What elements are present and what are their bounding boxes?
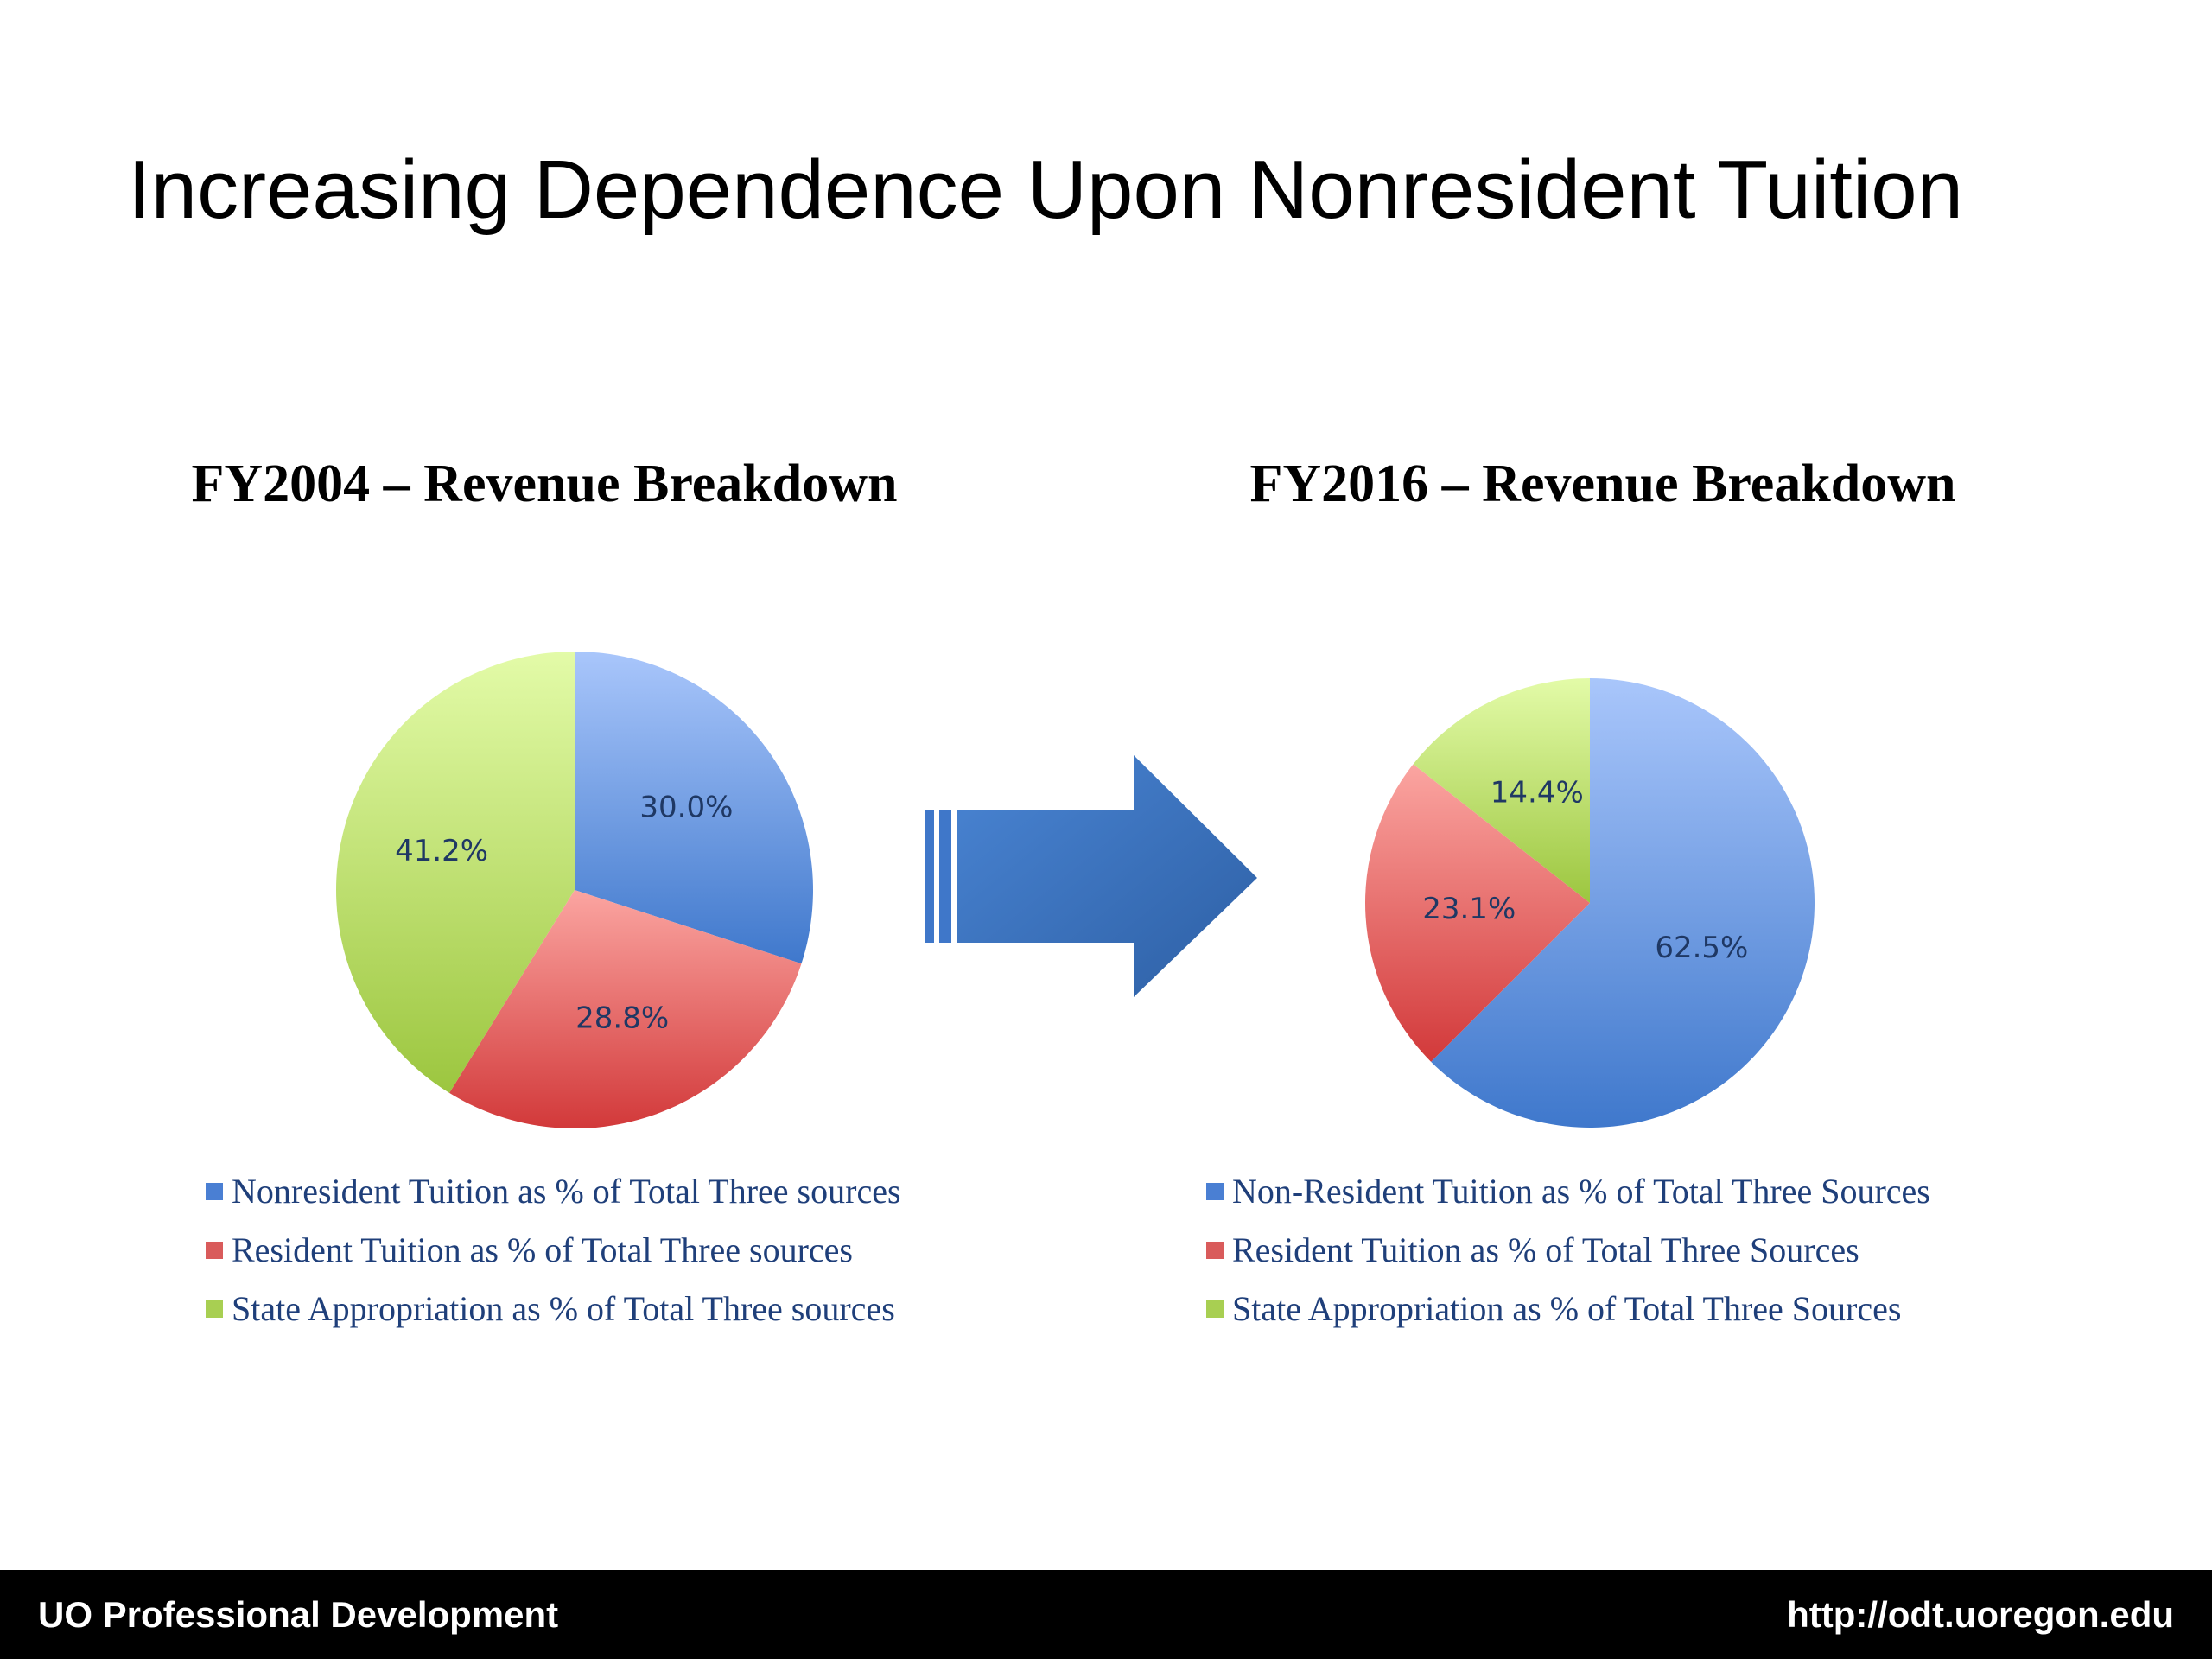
legend-fy2004: Nonresident Tuition as % of Total Three … bbox=[206, 1162, 983, 1338]
chart-title-fy2016: FY2016 – Revenue Breakdown bbox=[1249, 454, 1956, 513]
legend-item: Non-Resident Tuition as % of Total Three… bbox=[1206, 1162, 2036, 1221]
slice-label-state: 14.4% bbox=[1491, 776, 1584, 810]
legend-item: Nonresident Tuition as % of Total Three … bbox=[206, 1162, 983, 1221]
legend-swatch-blue bbox=[1206, 1183, 1224, 1200]
legend-item: Resident Tuition as % of Total Three sou… bbox=[206, 1221, 983, 1280]
slice-label-resident: 23.1% bbox=[1422, 892, 1516, 926]
footer-org-name: UO Professional Development bbox=[38, 1594, 559, 1635]
legend-swatch-green bbox=[206, 1300, 223, 1318]
pie-chart-fy2016: 62.5% 23.1% 14.4% bbox=[1365, 678, 1815, 1128]
legend-item: State Appropriation as % of Total Three … bbox=[1206, 1280, 2036, 1338]
legend-label: Nonresident Tuition as % of Total Three … bbox=[232, 1172, 901, 1211]
pie-slice-state bbox=[1413, 678, 1590, 903]
footer-url: http://odt.uoregon.edu bbox=[1787, 1594, 2174, 1635]
legend-item: Resident Tuition as % of Total Three Sou… bbox=[1206, 1221, 2036, 1280]
legend-label: Resident Tuition as % of Total Three sou… bbox=[232, 1230, 853, 1269]
legend-swatch-red bbox=[206, 1242, 223, 1259]
pie-slice-resident bbox=[1365, 764, 1590, 1062]
legend-item: State Appropriation as % of Total Three … bbox=[206, 1280, 983, 1338]
chart-title-fy2004: FY2004 – Revenue Breakdown bbox=[191, 454, 898, 513]
pie-slice-resident bbox=[449, 890, 802, 1128]
slice-label-state: 41.2% bbox=[395, 834, 488, 868]
slide-title: Increasing Dependence Upon Nonresident T… bbox=[128, 143, 1964, 236]
footer-bar: UO Professional Development http://odt.u… bbox=[0, 1570, 2212, 1659]
legend-label: Non-Resident Tuition as % of Total Three… bbox=[1232, 1172, 1930, 1211]
slice-label-nonresident: 62.5% bbox=[1655, 931, 1748, 965]
slice-label-nonresident: 30.0% bbox=[639, 790, 733, 824]
legend-fy2016: Non-Resident Tuition as % of Total Three… bbox=[1206, 1162, 2036, 1338]
legend-label: Resident Tuition as % of Total Three Sou… bbox=[1232, 1230, 1859, 1269]
legend-swatch-red bbox=[1206, 1242, 1224, 1259]
pie-slice-nonresident bbox=[575, 652, 813, 964]
pie-slice-state bbox=[336, 652, 575, 1093]
legend-label: State Appropriation as % of Total Three … bbox=[232, 1289, 895, 1328]
slice-label-resident: 28.8% bbox=[575, 1001, 669, 1036]
pie-chart-fy2004: 30.0% 28.8% 41.2% bbox=[336, 652, 813, 1128]
pie-slice-nonresident bbox=[1431, 678, 1815, 1128]
legend-swatch-green bbox=[1206, 1300, 1224, 1318]
legend-label: State Appropriation as % of Total Three … bbox=[1232, 1289, 1902, 1328]
legend-swatch-blue bbox=[206, 1183, 223, 1200]
right-arrow-icon bbox=[925, 755, 1257, 997]
